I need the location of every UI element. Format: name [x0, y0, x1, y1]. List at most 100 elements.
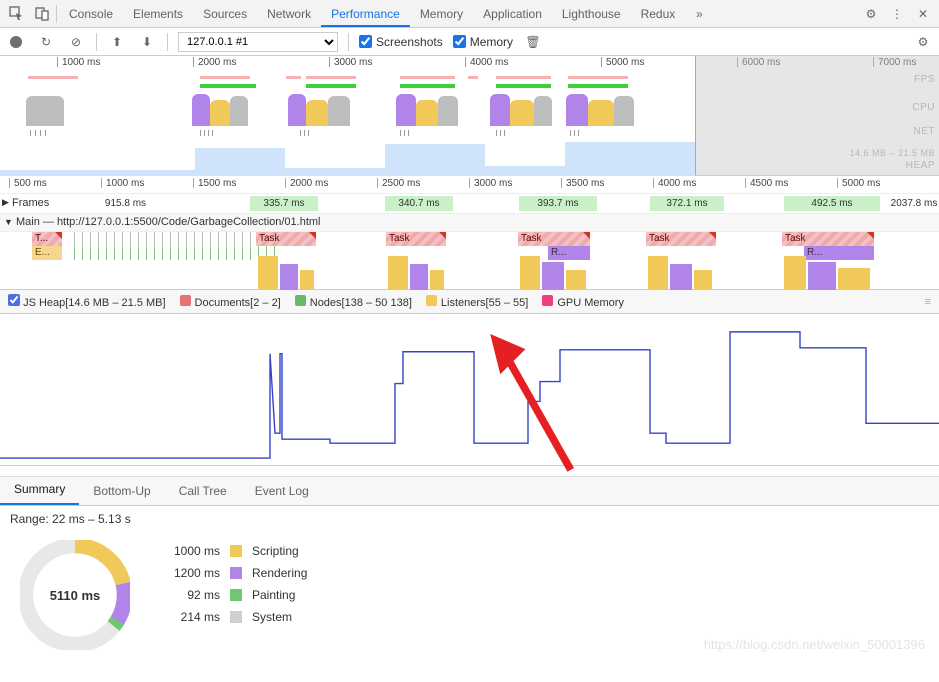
- overview-tick: 4000 ms: [465, 57, 508, 67]
- ruler-tick: 3000 ms: [469, 178, 512, 188]
- flame-block[interactable]: [410, 264, 428, 290]
- devtools-tab-redux[interactable]: Redux: [631, 1, 686, 27]
- memory-toggle[interactable]: Memory: [453, 35, 513, 49]
- flame-block[interactable]: [648, 256, 668, 290]
- frame-block[interactable]: 335.7 ms: [250, 196, 318, 211]
- nodes-metric[interactable]: Nodes[138 – 50 138]: [295, 295, 412, 309]
- jsheap-checkbox[interactable]: [8, 294, 20, 306]
- divider: [56, 5, 57, 23]
- record-button[interactable]: [6, 32, 26, 52]
- memory-checkbox[interactable]: [453, 35, 466, 48]
- load-profile-icon[interactable]: ⬆: [107, 32, 127, 52]
- devtools-tab-lighthouse[interactable]: Lighthouse: [552, 1, 631, 27]
- ruler-tick: 500 ms: [9, 178, 47, 188]
- ruler-tick: 4500 ms: [745, 178, 788, 188]
- annotation-arrow: [66, 334, 939, 485]
- render-block[interactable]: R...: [804, 246, 874, 260]
- listeners-metric[interactable]: Listeners[55 – 55]: [426, 295, 528, 309]
- documents-metric[interactable]: Documents[2 – 2]: [180, 295, 281, 309]
- inspect-icon[interactable]: [4, 2, 28, 26]
- summary-donut: 5110 ms: [20, 540, 130, 650]
- legend-row: 92 msPainting: [160, 584, 307, 606]
- devtools-tab-network[interactable]: Network: [257, 1, 321, 27]
- devtools-tab-console[interactable]: Console: [59, 1, 123, 27]
- capture-settings-icon[interactable]: ⚙: [913, 32, 933, 52]
- flame-block[interactable]: [784, 256, 806, 290]
- performance-toolbar: ↻ ⊘ ⬆ ⬇ 127.0.0.1 #1 Screenshots Memory …: [0, 28, 939, 56]
- ruler-tick: 2000 ms: [285, 178, 328, 188]
- devtools-tab-memory[interactable]: Memory: [410, 1, 473, 27]
- frame-block[interactable]: 340.7 ms: [385, 196, 453, 211]
- render-block[interactable]: R...: [548, 246, 590, 260]
- reload-record-icon[interactable]: ↻: [36, 32, 56, 52]
- flame-block[interactable]: [542, 262, 564, 290]
- frame-block[interactable]: 393.7 ms: [519, 196, 597, 211]
- overview-selection-shade[interactable]: [695, 56, 939, 175]
- divider: [96, 33, 97, 51]
- frame-block[interactable]: 372.1 ms: [650, 196, 724, 211]
- flame-block[interactable]: [258, 256, 278, 290]
- main-disclosure-icon[interactable]: ▼: [4, 217, 13, 227]
- main-thread-header[interactable]: ▼ Main — http://127.0.0.1:5500/Code/Garb…: [0, 214, 939, 232]
- kebab-menu-icon[interactable]: ⋮: [885, 2, 909, 26]
- frame-block[interactable]: 2037.8 ms: [884, 196, 939, 211]
- task-block[interactable]: Task: [518, 232, 590, 246]
- close-devtools-icon[interactable]: ✕: [911, 2, 935, 26]
- overview-tick: 5000 ms: [601, 57, 644, 67]
- task-block[interactable]: Task: [782, 232, 874, 246]
- memory-metrics-bar: JS Heap[14.6 MB – 21.5 MB] Documents[2 –…: [0, 290, 939, 314]
- flame-block[interactable]: [430, 270, 444, 290]
- task-block[interactable]: Task: [386, 232, 446, 246]
- screenshots-checkbox[interactable]: [359, 35, 372, 48]
- ruler-tick: 3500 ms: [561, 178, 604, 188]
- profile-select[interactable]: 127.0.0.1 #1: [178, 32, 338, 52]
- flame-block[interactable]: [388, 256, 408, 290]
- metrics-menu-icon[interactable]: ≡: [925, 296, 931, 308]
- flame-block[interactable]: [280, 264, 298, 290]
- devtools-tab-performance[interactable]: Performance: [321, 1, 410, 27]
- overview-tick: 1000 ms: [57, 57, 100, 67]
- flame-block[interactable]: [566, 270, 586, 290]
- flame-block[interactable]: [520, 256, 540, 290]
- watermark: https://blog.csdn.net/weixin_50001396: [704, 637, 925, 652]
- legend-row: 214 msSystem: [160, 606, 307, 628]
- timeline-ruler[interactable]: 500 ms1000 ms1500 ms2000 ms2500 ms3000 m…: [0, 176, 939, 194]
- frames-disclosure-icon[interactable]: ▶: [2, 197, 9, 208]
- divider: [348, 33, 349, 51]
- device-toolbar-icon[interactable]: [30, 2, 54, 26]
- gpu-metric[interactable]: GPU Memory: [542, 295, 624, 309]
- ruler-tick: 4000 ms: [653, 178, 696, 188]
- overview-panel[interactable]: 1000 ms2000 ms3000 ms4000 ms5000 ms6000 …: [0, 56, 939, 176]
- clear-icon[interactable]: ⊘: [66, 32, 86, 52]
- task-block[interactable]: Task: [256, 232, 316, 246]
- ruler-tick: 5000 ms: [837, 178, 880, 188]
- flame-block[interactable]: [838, 268, 870, 290]
- more-tabs-icon[interactable]: »: [687, 2, 711, 26]
- frames-label: Frames: [12, 197, 49, 209]
- flame-block[interactable]: [300, 270, 314, 290]
- legend-row: 1200 msRendering: [160, 562, 307, 584]
- screenshots-toggle[interactable]: Screenshots: [359, 35, 443, 49]
- flame-chart[interactable]: T...E...TaskTaskTaskR...TaskTaskR...: [0, 232, 939, 290]
- flame-block[interactable]: [670, 264, 692, 290]
- flame-block[interactable]: [808, 262, 836, 290]
- save-profile-icon[interactable]: ⬇: [137, 32, 157, 52]
- frames-track[interactable]: ▶ Frames 915.8 ms 335.7 ms 340.7 ms 393.7 m…: [0, 194, 939, 214]
- summary-legend: 1000 msScripting1200 msRendering92 msPai…: [160, 540, 307, 628]
- jsheap-toggle[interactable]: JS Heap[14.6 MB – 21.5 MB]: [8, 294, 166, 309]
- ruler-tick: 1500 ms: [193, 178, 236, 188]
- overview-tick: 2000 ms: [193, 57, 236, 67]
- range-text: Range: 22 ms – 5.13 s: [0, 506, 939, 532]
- flame-block[interactable]: [694, 270, 712, 290]
- main-thread-label: Main — http://127.0.0.1:5500/Code/Garbag…: [16, 216, 321, 228]
- devtools-tab-sources[interactable]: Sources: [193, 1, 257, 27]
- devtools-tab-elements[interactable]: Elements: [123, 1, 193, 27]
- garbage-collect-icon[interactable]: 🗑: [523, 32, 543, 52]
- ruler-tick: 1000 ms: [101, 178, 144, 188]
- frame-block[interactable]: 915.8 ms: [78, 196, 173, 211]
- settings-icon[interactable]: ⚙: [859, 2, 883, 26]
- devtools-tab-application[interactable]: Application: [473, 1, 552, 27]
- task-block[interactable]: Task: [646, 232, 716, 246]
- frame-block[interactable]: 492.5 ms: [784, 196, 880, 211]
- heap-chart[interactable]: [0, 314, 939, 466]
